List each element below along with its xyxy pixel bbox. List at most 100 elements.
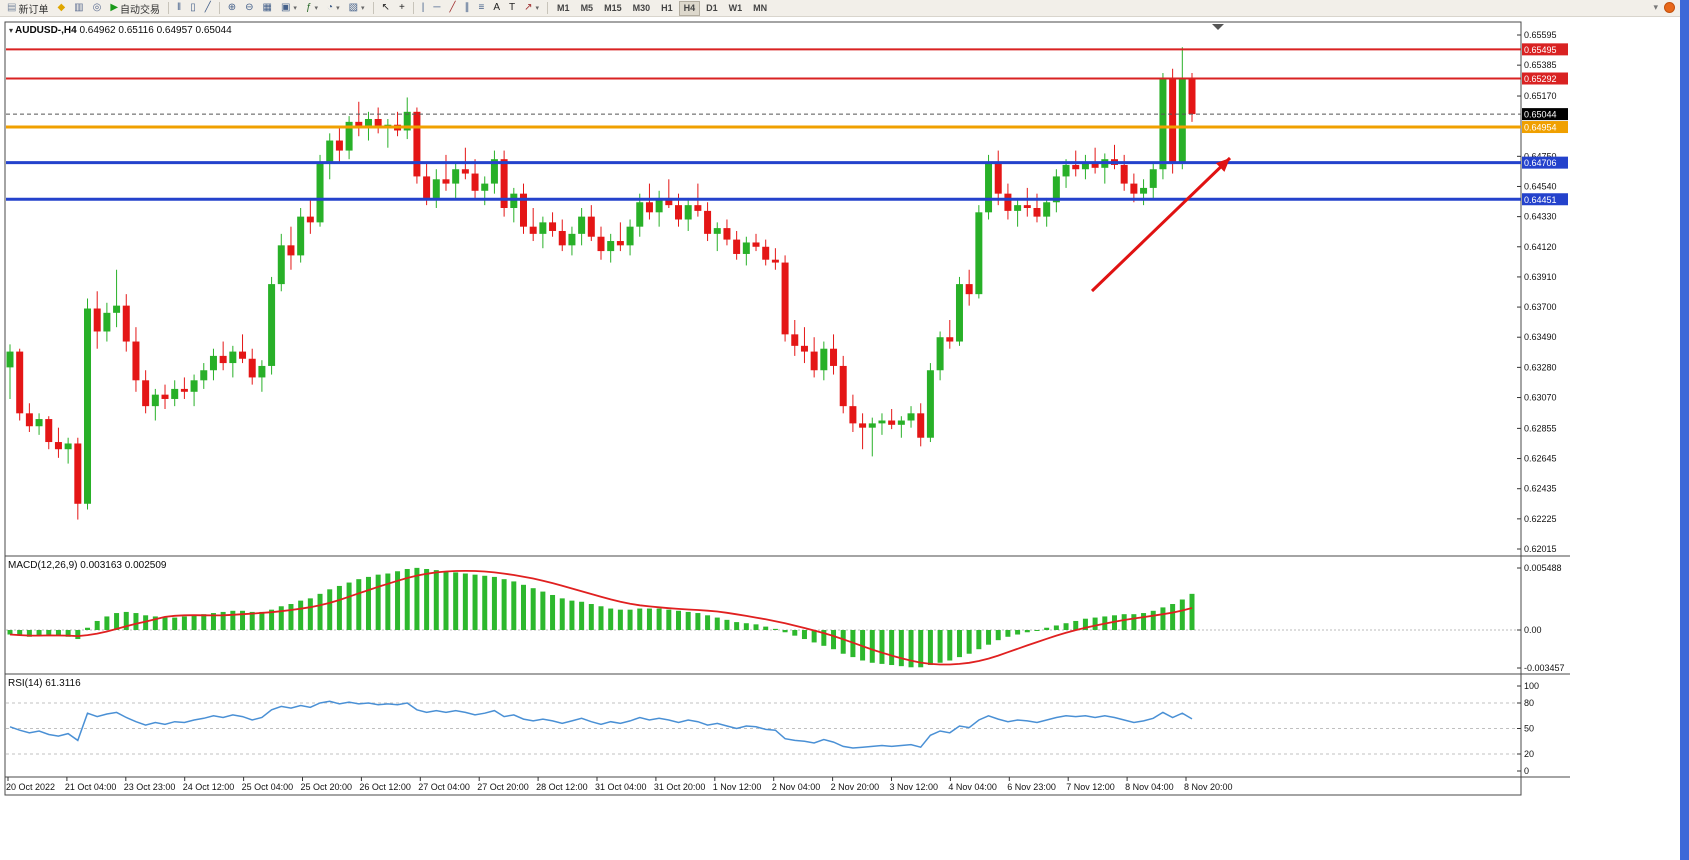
candle-body xyxy=(432,179,440,198)
candle-body xyxy=(171,388,179,399)
profiles-button[interactable]: ◎ xyxy=(89,1,106,16)
timeframe-d1-button[interactable]: D1 xyxy=(701,1,723,16)
timeframe-h1-button[interactable]: H1 xyxy=(656,1,678,16)
macd-histogram-bar xyxy=(714,617,720,630)
macd-histogram-bar xyxy=(191,615,197,630)
candle-body xyxy=(1140,187,1148,194)
autotrading-button[interactable]: ▶ 自动交易 xyxy=(106,1,164,16)
open-chart-button[interactable]: ▥ xyxy=(70,1,87,16)
rsi-scale-label: 100 xyxy=(1524,681,1539,691)
macd-histogram-bar xyxy=(966,630,972,654)
arrows-button[interactable]: ↗ ▾ xyxy=(520,1,543,16)
candle-body xyxy=(45,419,53,443)
timeframe-m30-button[interactable]: M30 xyxy=(628,1,656,16)
timeframe-m5-label: M5 xyxy=(580,3,594,13)
time-tick-label: 3 Nov 12:00 xyxy=(890,782,939,792)
candle-body xyxy=(820,348,828,371)
timeframe-m5-button[interactable]: M5 xyxy=(576,1,599,16)
chart-menu-icon[interactable]: ▾ xyxy=(9,26,14,35)
timeframe-d1-label: D1 xyxy=(706,3,718,13)
line-chart-mode-button[interactable]: ╱ xyxy=(201,1,215,16)
toolbar-overflow-icon[interactable]: ▾ xyxy=(1653,2,1658,12)
candle-chart-mode-button[interactable]: ▯ xyxy=(186,1,200,16)
autotrading-label: 自动交易 xyxy=(120,4,161,16)
macd-histogram-bar xyxy=(860,630,866,661)
horizontal-line-button[interactable]: ─ xyxy=(429,1,444,16)
rsi-name: RSI(14) xyxy=(8,678,43,689)
timeframe-h4-button[interactable]: H4 xyxy=(678,0,701,16)
channel-button[interactable]: ∥ xyxy=(461,1,474,16)
macd-histogram-bar xyxy=(840,630,846,654)
chart-shift-marker[interactable] xyxy=(1212,24,1224,30)
macd-histogram-bar xyxy=(869,630,875,663)
macd-histogram-bar xyxy=(443,571,449,630)
timeframe-mn-button[interactable]: MN xyxy=(748,1,772,16)
indicators-button[interactable]: ƒ ▾ xyxy=(302,1,322,16)
trendline-button[interactable]: ╱ xyxy=(445,1,459,16)
macd-histogram-bar xyxy=(55,630,61,636)
timeframe-w1-button[interactable]: W1 xyxy=(724,1,748,16)
templates-button[interactable]: ▧ ▾ xyxy=(345,1,369,16)
arrange-windows-button[interactable]: ▣ ▾ xyxy=(277,1,301,16)
trend-arrow-object[interactable] xyxy=(1090,156,1232,293)
crosshair-button[interactable]: + xyxy=(395,1,409,16)
price-tick-label: 0.65170 xyxy=(1524,91,1557,101)
macd-histogram-bar xyxy=(65,630,71,637)
candle-body xyxy=(849,406,857,424)
notification-icon[interactable] xyxy=(1664,2,1675,13)
bar-chart-mode-button[interactable]: ‖ xyxy=(173,1,185,16)
dropdown-arrow-icon[interactable]: ▾ xyxy=(361,5,365,12)
candle-body xyxy=(1188,78,1196,115)
candle-body xyxy=(471,173,479,191)
diamond-icon: ◆ xyxy=(57,2,66,13)
candle-body xyxy=(771,259,779,263)
timeframe-m1-button[interactable]: M1 xyxy=(552,1,575,16)
macd-histogram-bar xyxy=(385,573,391,630)
macd-histogram-bar xyxy=(220,611,226,630)
text-button[interactable]: A xyxy=(489,1,504,16)
mql-wizard-button[interactable]: ◆ xyxy=(53,1,69,16)
dropdown-arrow-icon[interactable]: ▾ xyxy=(336,5,340,12)
dropdown-arrow-icon[interactable]: ▾ xyxy=(293,5,297,12)
zoom-out-button[interactable]: ⊖ xyxy=(241,1,257,16)
price-tick-label: 0.64960 xyxy=(1524,121,1557,131)
macd-histogram-bar xyxy=(1024,630,1030,633)
macd-histogram-bar xyxy=(831,630,837,650)
candle-body xyxy=(645,202,653,213)
new-order-button[interactable]: ▤ 新订单 xyxy=(3,1,52,16)
periods-button[interactable]: ◔ ▾ xyxy=(323,1,344,16)
macd-histogram-bar xyxy=(201,614,207,630)
macd-histogram-bar xyxy=(433,570,439,630)
macd-histogram-bar xyxy=(898,630,904,667)
macd-histogram-bar xyxy=(666,609,672,630)
text-icon: A xyxy=(493,2,501,13)
macd-histogram-bar xyxy=(114,613,120,630)
macd-histogram-bar xyxy=(569,600,575,630)
candle-body xyxy=(25,413,33,427)
arrange-icon: ▣ xyxy=(280,2,291,13)
template-icon: ▧ xyxy=(348,2,359,13)
timeframe-m15-button[interactable]: M15 xyxy=(599,1,627,16)
candle-body xyxy=(54,442,62,450)
time-tick-label: 6 Nov 23:00 xyxy=(1007,782,1056,792)
window-right-edge xyxy=(1680,0,1689,860)
vertical-line-button[interactable]: | xyxy=(418,1,429,16)
macd-histogram-bar xyxy=(414,567,420,630)
dropdown-arrow-icon[interactable]: ▾ xyxy=(535,5,540,12)
dropdown-arrow-icon[interactable]: ▾ xyxy=(314,5,319,12)
candle-body xyxy=(16,351,24,414)
cursor-button[interactable]: ↖ xyxy=(378,1,394,16)
macd-histogram-bar xyxy=(152,616,158,630)
time-tick-label: 31 Oct 20:00 xyxy=(654,782,706,792)
tile-windows-button[interactable]: ▦ xyxy=(259,1,276,16)
text-label-button[interactable]: T xyxy=(505,1,519,16)
candle-body xyxy=(675,205,683,220)
fibonacci-button[interactable]: ≡ xyxy=(475,1,489,16)
candle-body xyxy=(994,162,1002,194)
new-order-icon: ▤ xyxy=(7,2,17,13)
candle-body xyxy=(665,197,673,206)
macd-histogram-bar xyxy=(1034,630,1040,631)
price-tick-label: 0.63070 xyxy=(1524,393,1557,403)
macd-histogram-bar xyxy=(75,630,81,640)
zoom-in-button[interactable]: ⊕ xyxy=(224,1,240,16)
